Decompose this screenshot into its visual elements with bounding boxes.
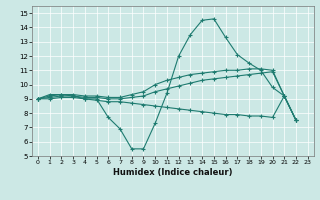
X-axis label: Humidex (Indice chaleur): Humidex (Indice chaleur)	[113, 168, 233, 177]
